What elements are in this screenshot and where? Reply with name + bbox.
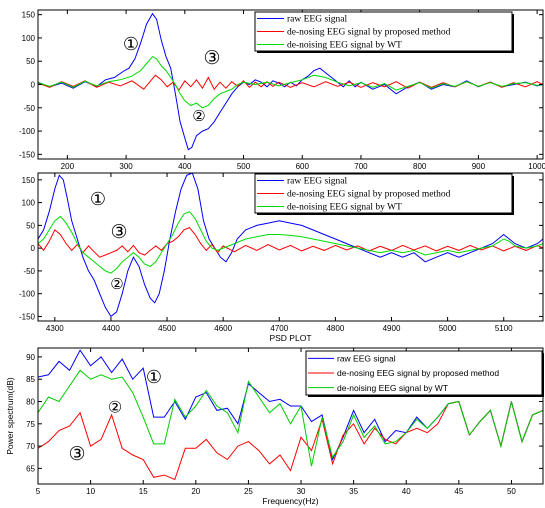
plot-frame bbox=[37, 347, 544, 485]
x-tick-label: 1000 bbox=[528, 162, 545, 171]
x-tick-label: 900 bbox=[472, 162, 486, 171]
x-tick-label: 4600 bbox=[214, 324, 232, 333]
plot-frame bbox=[37, 172, 544, 322]
y-tick-label: 100 bbox=[22, 34, 36, 43]
x-tick-label: 800 bbox=[413, 162, 427, 171]
x-tick-label: 15 bbox=[139, 487, 148, 496]
x-tick-label: 5100 bbox=[495, 324, 513, 333]
series-line-3 bbox=[38, 211, 543, 274]
y-tick-label: 50 bbox=[26, 221, 35, 230]
y-tick-label: 75 bbox=[26, 420, 35, 429]
series-line-2 bbox=[38, 226, 543, 258]
annotation-marker: ③ bbox=[68, 443, 85, 465]
x-tick-label: 400 bbox=[178, 162, 192, 171]
annotation-marker: ① bbox=[123, 34, 139, 55]
y-tick-label: -100 bbox=[19, 127, 36, 136]
annotation-marker: ② bbox=[192, 107, 205, 125]
x-tick-label: 4700 bbox=[270, 324, 288, 333]
y-tick-label: 150 bbox=[22, 11, 36, 20]
y-tick-label: 90 bbox=[26, 353, 35, 362]
annotation-marker: ② bbox=[108, 398, 122, 417]
x-tick-label: 5000 bbox=[439, 324, 457, 333]
y-tick-label: 0 bbox=[31, 81, 36, 90]
y-tick-label: 50 bbox=[26, 57, 35, 66]
annotation-marker: ② bbox=[110, 275, 123, 293]
y-axis-label: Power spectrum(dB) bbox=[5, 377, 15, 455]
x-tick-label: 45 bbox=[454, 487, 463, 496]
x-tick-label: 4300 bbox=[46, 324, 64, 333]
legend: raw EEG signal de-nosing EEG signal by pr… bbox=[305, 350, 544, 397]
x-tick-label: 700 bbox=[354, 162, 368, 171]
x-tick-label: 10 bbox=[86, 487, 95, 496]
legend-entry-label: de-nosing EEG signal by proposed method bbox=[287, 28, 451, 38]
annotation-marker: ③ bbox=[110, 221, 127, 243]
x-tick-label: 4500 bbox=[158, 324, 176, 333]
y-tick-label: -100 bbox=[19, 290, 36, 299]
y-tick-label: 80 bbox=[26, 398, 35, 407]
x-tick-label: 25 bbox=[244, 487, 253, 496]
y-tick-label: -150 bbox=[19, 312, 36, 321]
x-axis-label: Frequency(Hz) bbox=[262, 496, 318, 506]
legend: raw EEG signal de-nosing EEG signal by pr… bbox=[254, 11, 514, 53]
x-tick-label: 4900 bbox=[383, 324, 401, 333]
x-tick-label: 20 bbox=[191, 487, 200, 496]
x-tick-label: 200 bbox=[61, 162, 75, 171]
annotation-marker: ① bbox=[146, 367, 162, 388]
legend-entry-label: de-noising EEG signal by WT bbox=[287, 203, 402, 213]
legend-entry-label: de-noising EEG signal by WT bbox=[337, 383, 448, 393]
x-axis-label: PSD PLOT bbox=[269, 333, 311, 343]
x-tick-label: 35 bbox=[349, 487, 358, 496]
x-tick-label: 500 bbox=[237, 162, 251, 171]
y-tick-label: -50 bbox=[23, 104, 35, 113]
x-tick-label: 50 bbox=[507, 487, 516, 496]
chart-panel-2: 4300 4400 4500 4600 4700 4800 4900 5000 5100 150 1… bbox=[19, 172, 544, 343]
legend: raw EEG signal de-nosing EEG signal by pr… bbox=[254, 173, 514, 215]
x-tick-label: 4800 bbox=[326, 324, 344, 333]
y-tick-label: 70 bbox=[26, 442, 35, 451]
x-tick-label: 600 bbox=[296, 162, 310, 171]
legend-entry-label: de-nosing EEG signal by proposed method bbox=[287, 190, 451, 200]
chart-panel-3: 5 10 15 20 25 30 35 40 45 50 90 85 80 75 70 65 Frequency… bbox=[5, 347, 544, 506]
x-tick-label: 4400 bbox=[102, 324, 120, 333]
legend-entry-label: de-noising EEG signal by WT bbox=[287, 41, 402, 51]
x-tick-label: 30 bbox=[297, 487, 306, 496]
y-tick-label: 0 bbox=[31, 244, 36, 253]
x-tick-label: 5 bbox=[36, 487, 41, 496]
x-tick-label: 40 bbox=[402, 487, 411, 496]
chart-panel-1: 200 300 400 500 600 700 800 900 1000150100500-50… bbox=[19, 9, 545, 171]
x-tick-label: 300 bbox=[119, 162, 133, 171]
annotation-marker: ③ bbox=[203, 47, 220, 69]
legend-entry-label: de-nosing EEG signal by proposed method bbox=[337, 368, 499, 378]
y-tick-label: -50 bbox=[23, 267, 35, 276]
y-tick-label: 100 bbox=[22, 199, 36, 208]
annotation-marker: ① bbox=[90, 189, 106, 210]
series-line-3 bbox=[38, 369, 543, 467]
series-line-3 bbox=[38, 55, 543, 109]
y-tick-label: -150 bbox=[19, 150, 36, 159]
legend-entry-label: raw EEG signal bbox=[287, 177, 348, 187]
legend-entry-label: raw EEG signal bbox=[287, 15, 348, 25]
y-tick-label: 85 bbox=[26, 375, 35, 384]
y-tick-label: 65 bbox=[26, 464, 35, 473]
y-tick-label: 150 bbox=[22, 176, 36, 185]
series-line-2 bbox=[38, 74, 543, 91]
legend-entry-label: raw EEG signal bbox=[337, 354, 396, 364]
